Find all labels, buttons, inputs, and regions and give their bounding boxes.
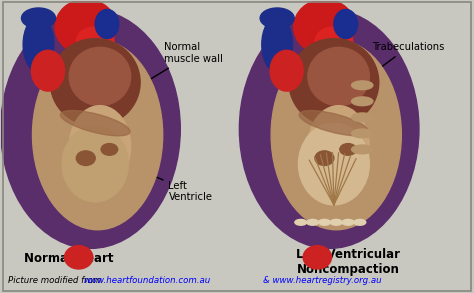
Ellipse shape — [0, 10, 180, 248]
Ellipse shape — [76, 27, 114, 56]
Ellipse shape — [308, 106, 369, 187]
Ellipse shape — [262, 17, 292, 72]
Ellipse shape — [294, 0, 355, 54]
Ellipse shape — [299, 110, 369, 136]
Ellipse shape — [334, 9, 357, 39]
Ellipse shape — [239, 10, 419, 248]
Ellipse shape — [122, 69, 148, 171]
Ellipse shape — [315, 151, 334, 166]
Text: Trabeculations: Trabeculations — [356, 42, 444, 86]
Text: & www.heartregistry.org.au: & www.heartregistry.org.au — [263, 276, 382, 285]
Ellipse shape — [62, 126, 128, 202]
Ellipse shape — [64, 246, 93, 269]
Ellipse shape — [95, 9, 119, 39]
Ellipse shape — [352, 97, 373, 106]
Ellipse shape — [101, 144, 118, 155]
Ellipse shape — [303, 246, 331, 269]
Text: www.heartfoundation.com.au: www.heartfoundation.com.au — [83, 276, 210, 285]
Ellipse shape — [352, 129, 373, 138]
Text: Normal Heart: Normal Heart — [25, 252, 114, 265]
Ellipse shape — [21, 8, 55, 28]
Ellipse shape — [299, 123, 369, 205]
Ellipse shape — [69, 106, 131, 187]
Ellipse shape — [340, 144, 356, 155]
Ellipse shape — [31, 50, 64, 91]
Ellipse shape — [33, 40, 163, 230]
Ellipse shape — [23, 17, 54, 72]
Ellipse shape — [352, 81, 373, 90]
Ellipse shape — [283, 24, 323, 88]
Text: Picture modified from: Picture modified from — [8, 276, 104, 285]
Ellipse shape — [55, 0, 117, 54]
Text: Left Ventricular
Noncompaction: Left Ventricular Noncompaction — [296, 248, 400, 276]
Ellipse shape — [354, 219, 366, 225]
Ellipse shape — [352, 145, 373, 154]
Text: Normal
muscle wall: Normal muscle wall — [132, 42, 223, 90]
Ellipse shape — [271, 40, 401, 230]
Ellipse shape — [307, 219, 319, 225]
Ellipse shape — [342, 219, 354, 225]
Ellipse shape — [289, 39, 379, 126]
Ellipse shape — [60, 110, 130, 136]
Ellipse shape — [270, 50, 303, 91]
Ellipse shape — [76, 151, 95, 166]
Ellipse shape — [308, 47, 369, 106]
Ellipse shape — [50, 39, 140, 126]
Ellipse shape — [69, 47, 131, 106]
Ellipse shape — [260, 8, 294, 28]
Ellipse shape — [295, 219, 307, 225]
Text: Left
Ventricle: Left Ventricle — [130, 166, 212, 202]
Ellipse shape — [361, 69, 387, 171]
Ellipse shape — [45, 24, 84, 88]
Ellipse shape — [330, 219, 342, 225]
Ellipse shape — [352, 113, 373, 122]
Ellipse shape — [315, 27, 353, 56]
Ellipse shape — [319, 219, 330, 225]
